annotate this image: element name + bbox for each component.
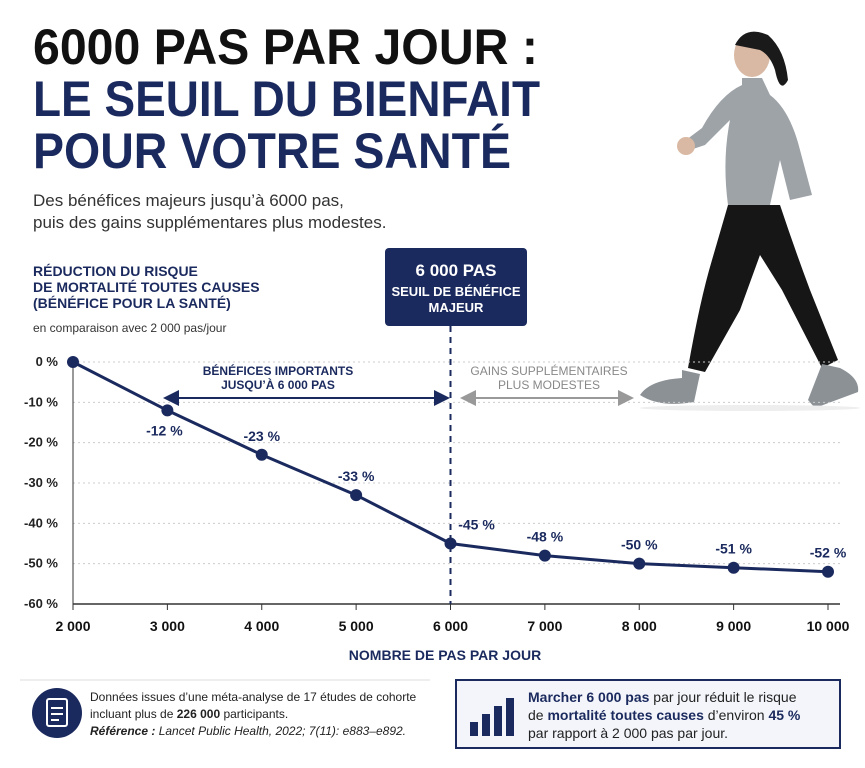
annotation-text: JUSQU’À 6 000 PAS [221, 377, 335, 392]
data-point [822, 565, 834, 578]
data-point [255, 448, 268, 461]
data-point [444, 537, 457, 550]
footer-text-part: 45 % [768, 707, 800, 723]
y-tick-label: -20 % [24, 435, 58, 450]
data-label: -48 % [527, 529, 564, 545]
subtitle-line: puis des gains supplémentares plus modes… [33, 213, 386, 232]
footer-text-part: Marcher 6 000 pas [528, 689, 650, 705]
y-tick-label: -50 % [24, 556, 58, 571]
data-label: -51 % [715, 541, 752, 557]
subtitle-line: Des bénéfices majeurs jusqu’à 6000 pas, [33, 191, 344, 210]
data-label: -33 % [338, 468, 375, 484]
footer-text-part: incluant plus de [90, 707, 177, 721]
y-tick-label: -60 % [24, 596, 58, 611]
y-axis-label: RÉDUCTION DU RISQUE [33, 263, 198, 279]
footer-text-part: par rapport à 2 000 pas par jour. [528, 725, 728, 741]
footer-text: Référence : Lancet Public Health, 2022; … [90, 724, 406, 738]
x-axis-label: NOMBRE DE PAS PAR JOUR [349, 647, 541, 663]
footer-text: par rapport à 2 000 pas par jour. [528, 725, 728, 741]
y-tick-label: -10 % [24, 394, 58, 409]
x-tick-label: 9 000 [716, 618, 751, 634]
y-axis-label: DE MORTALITÉ TOUTES CAUSES [33, 279, 260, 295]
data-point [67, 356, 79, 368]
footer-text-part: 226 000 [177, 707, 221, 721]
data-point [727, 561, 740, 574]
footer-text: Marcher 6 000 pas par jour réduit le ris… [528, 689, 797, 705]
title-line: 6000 PAS PAR JOUR : [33, 19, 538, 75]
data-point [350, 489, 363, 502]
annotation-text: BÉNÉFICES IMPORTANTS [203, 363, 353, 378]
y-tick-label: -40 % [24, 515, 58, 530]
threshold-label: 6 000 PAS [416, 261, 497, 280]
annotation-text: PLUS MODESTES [498, 378, 600, 392]
data-point [161, 404, 174, 417]
x-tick-label: 8 000 [622, 618, 657, 634]
data-label: -23 % [243, 428, 280, 444]
data-point [538, 549, 551, 562]
document-icon-lines [51, 707, 63, 721]
footer-text-part: participants. [220, 707, 288, 721]
footer-text-part: Données issues d’une méta-analyse de 17 … [90, 690, 417, 704]
bar-icon [470, 698, 514, 736]
x-tick-label: 10 000 [807, 618, 850, 634]
y-axis-label: (BÉNÉFICE POUR LA SANTÉ) [33, 295, 231, 311]
annotation-text: GAINS SUPPLÉMENTAIRES [470, 363, 627, 378]
footer-text: Données issues d’une méta-analyse de 17 … [90, 690, 417, 704]
footer-text-part: de [528, 707, 547, 723]
y-tick-label: 0 % [36, 354, 59, 369]
walker-illustration [640, 31, 860, 411]
y-axis-note: en comparaison avec 2 000 pas/jour [33, 321, 226, 335]
threshold-label: SEUIL DE BÉNÉFICE [391, 284, 520, 299]
threshold-label: MAJEUR [429, 300, 485, 315]
data-label: -50 % [621, 537, 658, 553]
data-point [633, 557, 646, 570]
footer-text-part: Référence : [90, 724, 155, 738]
x-tick-label: 4 000 [244, 618, 279, 634]
data-label: -45 % [458, 517, 495, 533]
footer-text-part: par jour réduit le risque [649, 689, 796, 705]
takeaway-box [455, 679, 841, 749]
data-label: -12 % [146, 422, 183, 438]
threshold-box [385, 248, 527, 326]
x-tick-label: 6 000 [433, 618, 468, 634]
x-tick-label: 3 000 [150, 618, 185, 634]
document-icon-sheet [46, 698, 68, 727]
title-line: LE SEUIL DU BIENFAIT [33, 71, 540, 127]
y-tick-label: -30 % [24, 475, 58, 490]
x-tick-label: 2 000 [55, 618, 90, 634]
data-label: -52 % [810, 545, 847, 561]
footer-text-part: d’environ [704, 707, 769, 723]
title-line: POUR VOTRE SANTÉ [33, 123, 511, 179]
footer-text-part: Lancet Public Health, 2022; 7(11): e883–… [155, 724, 406, 738]
footer-text-part: mortalité toutes causes [547, 707, 704, 723]
footer-text: incluant plus de 226 000 participants. [90, 707, 288, 721]
footer-text: de mortalité toutes causes d’environ 45 … [528, 707, 801, 723]
x-tick-label: 5 000 [339, 618, 374, 634]
x-tick-label: 7 000 [527, 618, 562, 634]
